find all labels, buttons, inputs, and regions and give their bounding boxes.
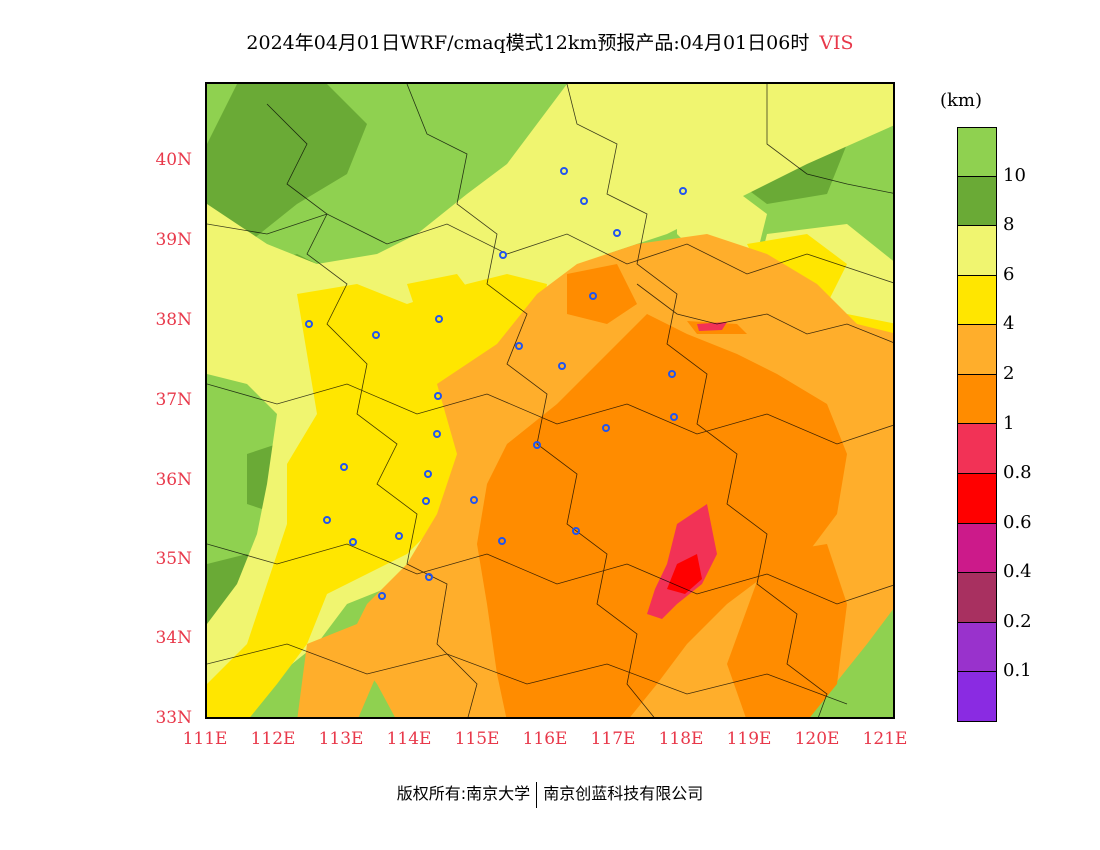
lat-label-37: 37N	[155, 390, 192, 410]
city-marker	[589, 292, 597, 300]
city-marker	[470, 496, 478, 504]
lon-label-115: 115E	[454, 729, 500, 749]
colorbar-swatch	[957, 474, 997, 524]
admin-boundaries	[207, 84, 893, 717]
vis-region-1-2km	[477, 264, 847, 717]
city-marker	[434, 392, 442, 400]
lon-label-113: 113E	[318, 729, 364, 749]
lat-label-39: 39N	[155, 230, 192, 250]
lat-label-33: 33N	[155, 708, 192, 728]
lat-label-36: 36N	[155, 470, 192, 490]
colorbar-swatch	[957, 176, 997, 227]
colorbar-swatch	[957, 325, 997, 375]
colorbar-unit: (km)	[940, 90, 983, 111]
city-marker	[425, 573, 433, 581]
city-marker	[433, 430, 441, 438]
city-marker	[372, 331, 380, 339]
colorbar-level-label: 2	[1003, 362, 1015, 384]
colorbar-level-label: 8	[1003, 214, 1015, 236]
city-marker	[670, 413, 678, 421]
lat-label-34: 34N	[155, 628, 192, 648]
lat-label-40: 40N	[155, 150, 192, 170]
copyright-footer: 版权所有:南京大学 南京创蓝科技有限公司	[0, 780, 1100, 808]
lon-label-111: 111E	[182, 729, 228, 749]
city-marker	[558, 362, 566, 370]
city-marker	[395, 532, 403, 540]
colorbar-swatch	[957, 622, 997, 673]
city-marker	[572, 527, 580, 535]
city-marker	[349, 538, 357, 546]
colorbar-level-label: 0.1	[1003, 660, 1032, 682]
lat-label-38: 38N	[155, 310, 192, 330]
chart-title: 2024年04月01日WRF/cmaq模式12km预报产品:04月01日06时 V…	[0, 28, 1100, 55]
city-marker	[560, 167, 568, 175]
colorbar-swatch	[957, 672, 997, 722]
colorbar-level-label: 10	[1003, 164, 1026, 186]
title-variable: VIS	[819, 32, 854, 54]
colorbar-swatch	[957, 127, 997, 177]
colorbar-swatch	[957, 424, 997, 475]
city-marker	[613, 229, 621, 237]
city-marker	[679, 187, 687, 195]
colorbar-level-label: 6	[1003, 263, 1015, 285]
colorbar-level-label: 4	[1003, 313, 1015, 335]
visibility-map	[205, 82, 895, 719]
colorbar	[957, 127, 997, 722]
city-marker	[580, 197, 588, 205]
city-marker	[533, 441, 541, 449]
city-marker	[498, 537, 506, 545]
map-canvas	[207, 84, 893, 717]
city-marker	[435, 315, 443, 323]
city-marker	[305, 320, 313, 328]
lon-label-114: 114E	[386, 729, 432, 749]
lon-label-119: 119E	[726, 729, 772, 749]
lon-label-120: 120E	[794, 729, 840, 749]
city-marker	[323, 516, 331, 524]
city-marker	[515, 342, 523, 350]
city-marker	[668, 370, 676, 378]
city-marker	[424, 470, 432, 478]
city-markers	[305, 167, 687, 600]
title-main: 2024年04月01日WRF/cmaq模式12km预报产品:04月01日06时	[246, 32, 810, 54]
city-marker	[499, 251, 507, 259]
footer-separator	[536, 781, 538, 808]
lon-label-116: 116E	[522, 729, 568, 749]
colorbar-level-label: 0.8	[1003, 462, 1032, 484]
colorbar-level-label: 0.4	[1003, 561, 1032, 583]
lon-label-112: 112E	[250, 729, 296, 749]
city-marker	[602, 424, 610, 432]
lon-label-121: 121E	[862, 729, 908, 749]
lon-label-118: 118E	[658, 729, 704, 749]
city-marker	[340, 463, 348, 471]
city-marker	[422, 497, 430, 505]
city-marker	[378, 592, 386, 600]
colorbar-swatch	[957, 275, 997, 326]
colorbar-swatch	[957, 523, 997, 574]
lat-label-35: 35N	[155, 549, 192, 569]
lon-label-117: 117E	[590, 729, 636, 749]
vis-region-0.6-0.8km	[667, 554, 702, 594]
colorbar-level-label: 1	[1003, 412, 1015, 434]
colorbar-swatch	[957, 573, 997, 623]
footer-left: 版权所有:南京大学	[396, 784, 531, 803]
colorbar-level-label: 0.2	[1003, 610, 1032, 632]
colorbar-swatch	[957, 374, 997, 425]
footer-right: 南京创蓝科技有限公司	[543, 784, 704, 803]
colorbar-level-label: 0.6	[1003, 511, 1032, 533]
colorbar-swatch	[957, 226, 997, 276]
